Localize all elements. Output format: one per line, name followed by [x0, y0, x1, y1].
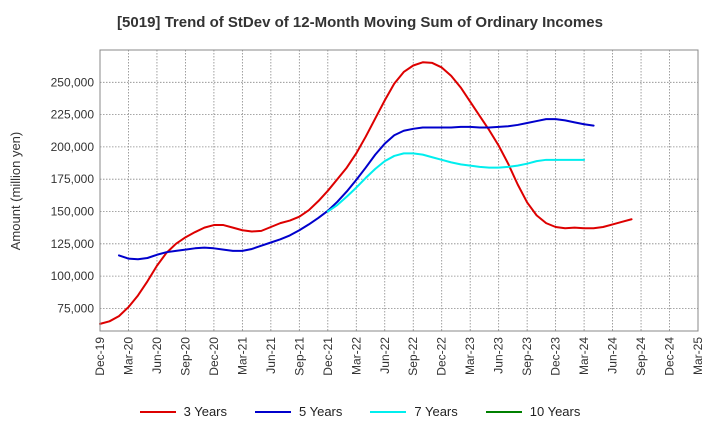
x-tick-label: Jun-23 — [492, 337, 506, 374]
legend: 3 Years 5 Years 7 Years 10 Years — [0, 404, 720, 419]
y-tick-label: 175,000 — [51, 172, 95, 186]
x-tick-label: Dec-19 — [93, 337, 107, 376]
x-tick-label: Mar-24 — [577, 337, 591, 375]
x-tick-label: Mar-23 — [463, 337, 477, 375]
x-tick-label: Mar-20 — [121, 337, 135, 375]
legend-item-3-years: 3 Years — [139, 404, 227, 419]
x-tick-label: Jun-21 — [264, 337, 278, 374]
y-axis-label: Amount (million yen) — [8, 132, 23, 251]
y-tick-label: 100,000 — [51, 269, 95, 283]
x-tick-labels: Dec-19 Mar-20 Jun-20 Sep-20 Dec-20 Mar-21 Jun-… — [93, 337, 705, 376]
x-tick-label: Sep-23 — [520, 337, 534, 376]
x-tick-label: Sep-21 — [292, 337, 306, 376]
series-line-7-years — [326, 152, 586, 213]
legend-swatch — [370, 410, 407, 413]
y-tick-label: 200,000 — [51, 140, 95, 154]
legend-item-7-years: 7 Years — [370, 404, 458, 419]
x-tick-label: Dec-22 — [435, 337, 449, 376]
chart-title: [5019] Trend of StDev of 12-Month Moving… — [117, 14, 603, 31]
plot-background — [100, 50, 698, 331]
y-tick-label: 225,000 — [51, 108, 95, 122]
y-tick-label: 75,000 — [57, 301, 94, 315]
x-tick-label: Sep-22 — [406, 337, 420, 376]
legend-item-10-years: 10 Years — [485, 404, 581, 419]
legend-label: 5 Years — [299, 404, 343, 419]
legend-swatch — [139, 410, 176, 413]
series-line-5-years — [117, 118, 595, 261]
legend-label: 3 Years — [183, 404, 227, 419]
x-tick-label: Mar-22 — [349, 337, 363, 375]
series-lines — [99, 61, 633, 325]
x-tick-label: Dec-23 — [549, 337, 563, 376]
legend-swatch — [485, 410, 522, 413]
y-tick-labels: 75,000 100,000 125,000 150,000 175,000 200,00… — [51, 75, 95, 315]
x-tick-label: Jun-20 — [150, 337, 164, 374]
y-tick-label: 250,000 — [51, 75, 95, 89]
x-tick-label: Sep-20 — [178, 337, 192, 376]
legend-item-5-years: 5 Years — [255, 404, 342, 419]
legend-swatch — [255, 410, 291, 413]
plot-frame — [99, 49, 699, 332]
series-line-3-years — [99, 61, 633, 325]
x-tick-label: Jun-24 — [606, 337, 620, 374]
x-tick-label: Dec-24 — [663, 337, 677, 376]
grid-lines — [99, 50, 699, 331]
legend-label: 7 Years — [414, 404, 458, 419]
legend-label: 10 Years — [529, 404, 581, 419]
y-tick-label: 125,000 — [51, 237, 95, 251]
y-tick-label: 150,000 — [51, 204, 95, 218]
x-tick-label: Mar-21 — [235, 337, 249, 375]
x-tick-label: Dec-20 — [207, 337, 221, 376]
x-tick-label: Sep-24 — [634, 337, 648, 376]
x-tick-label: Mar-25 — [691, 337, 705, 375]
x-tick-label: Dec-21 — [321, 337, 335, 376]
x-tick-label: Jun-22 — [378, 337, 392, 374]
